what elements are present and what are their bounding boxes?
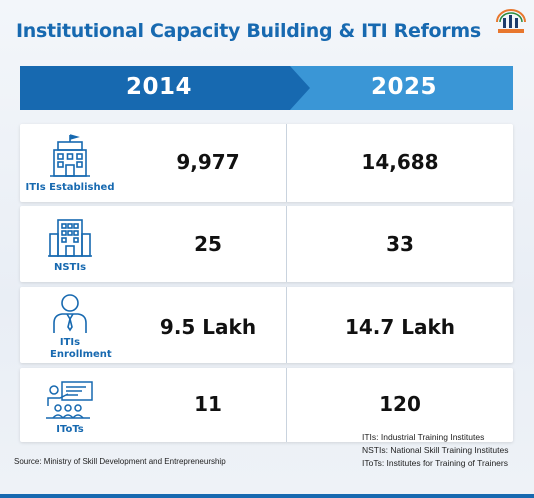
building-icon [20, 134, 120, 178]
row-label: IToTs [56, 424, 84, 435]
row-label: ITIs Established [25, 182, 115, 193]
row-itis-established: ITIs Established 9,977 14,688 [20, 124, 513, 202]
column-divider [286, 287, 287, 363]
column-divider [286, 124, 287, 202]
office-building-icon [20, 218, 120, 258]
value-2014: 11 [194, 392, 222, 416]
page-title: Institutional Capacity Building & ITI Re… [16, 20, 481, 42]
note-line: NSTIs: National Skill Training Institute… [362, 445, 509, 455]
value-2025: 120 [379, 392, 421, 416]
row-label: ITIs Enrollment [50, 337, 112, 360]
year-header-bar: 2014 2025 [20, 66, 513, 110]
year-2014-label: 2014 [126, 74, 193, 100]
person-icon [20, 293, 120, 333]
row-label: NSTIs [53, 262, 87, 273]
note-line: IToTs: Institutes for Training of Traine… [362, 458, 508, 468]
note-line: ITIs: Industrial Training Institutes [362, 432, 485, 442]
row-itis-enrollment: ITIs Enrollment 9.5 Lakh 14.7 Lakh [20, 287, 513, 363]
value-2025: 14.7 Lakh [344, 315, 456, 339]
source-note: Source: Ministry of Skill Development an… [14, 457, 226, 466]
abbreviation-notes: ITIs: Industrial Training Institutes NST… [362, 431, 508, 470]
value-2025: 14,688 [361, 150, 439, 174]
bottom-accent-bar [0, 494, 534, 498]
column-divider [286, 206, 287, 282]
value-2014: 25 [194, 232, 222, 256]
value-2025: 33 [386, 232, 414, 256]
value-2014: 9,977 [176, 150, 240, 174]
column-divider [286, 368, 287, 442]
row-itots: IToTs 11 120 [20, 368, 513, 442]
pib-logo-icon [494, 8, 528, 36]
row-nstis: NSTIs 25 33 [20, 206, 513, 282]
year-2025-label: 2025 [371, 74, 438, 100]
value-2014: 9.5 Lakh [159, 315, 257, 339]
trainer-presentation-icon [20, 380, 120, 420]
